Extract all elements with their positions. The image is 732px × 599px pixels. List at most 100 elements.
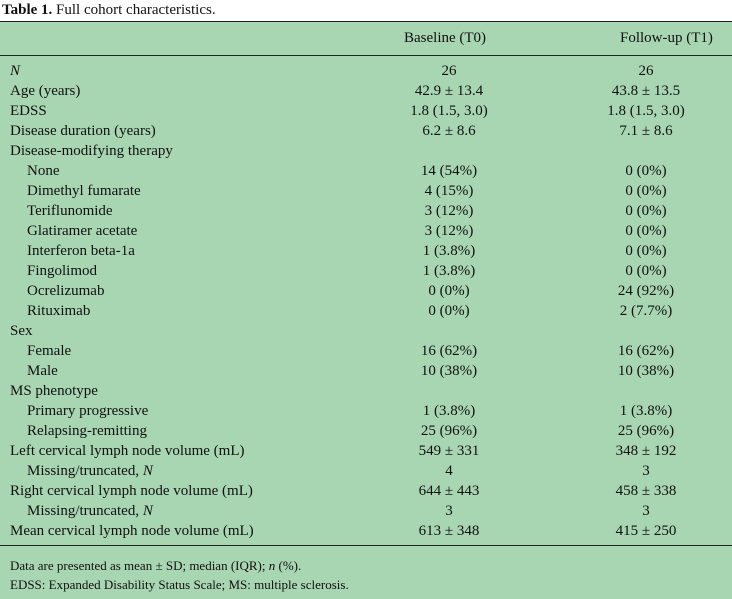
followup-value: 24 (92%) <box>617 283 675 299</box>
followup-value: 3 <box>642 463 650 479</box>
table-row: Primary progressive 1 (3.8%) 1 (3.8%) <box>0 401 732 421</box>
table-panel <box>0 21 732 599</box>
row-label: Primary progressive <box>27 403 149 419</box>
baseline-value: 42.9 ± 13.4 <box>414 83 484 99</box>
baseline-value: 1 (3.8%) <box>422 243 476 259</box>
followup-value: 0 (0%) <box>625 183 667 199</box>
row-label: Male <box>27 363 58 379</box>
row-label: Mean cervical lymph node volume (mL) <box>10 523 254 539</box>
table-row: MS phenotype <box>0 381 732 401</box>
table-row: Male 10 (38%) 10 (38%) <box>0 361 732 381</box>
row-label: Disease duration (years) <box>10 123 156 139</box>
followup-value: 25 (96%) <box>617 423 675 439</box>
row-label: Sex <box>10 323 33 339</box>
table-title: Full cohort characteristics. <box>56 2 216 18</box>
baseline-value: 3 (12%) <box>424 203 474 219</box>
row-label: MS phenotype <box>10 383 98 399</box>
table-row: Missing/truncated, N 3 3 <box>0 501 732 521</box>
table-footnotes: Data are presented as mean ± SD; median … <box>10 556 349 594</box>
footnote-summary-stats: Data are presented as mean ± SD; median … <box>10 558 302 573</box>
column-header-baseline: Baseline (T0) <box>404 30 487 46</box>
baseline-value: 4 <box>445 463 453 479</box>
table-row: N 26 26 <box>0 61 732 81</box>
row-label: Right cervical lymph node volume (mL) <box>10 483 253 499</box>
table-row: Ocrelizumab 0 (0%) 24 (92%) <box>0 281 732 301</box>
row-label: Missing/truncated, N <box>27 503 153 519</box>
row-label: Age (years) <box>10 83 81 99</box>
table-row: Interferon beta-1a 1 (3.8%) 0 (0%) <box>0 241 732 261</box>
baseline-value: 4 (15%) <box>424 183 474 199</box>
row-label: N <box>10 63 21 79</box>
table-row: Sex <box>0 321 732 341</box>
baseline-value: 613 ± 348 <box>418 523 480 539</box>
baseline-value: 16 (62%) <box>420 343 478 359</box>
followup-value: 348 ± 192 <box>615 443 677 459</box>
baseline-value: 0 (0%) <box>428 283 470 299</box>
row-label: Ocrelizumab <box>27 283 105 299</box>
followup-value: 10 (38%) <box>617 363 675 379</box>
row-label: Left cervical lymph node volume (mL) <box>10 443 245 459</box>
row-label: Female <box>27 343 72 359</box>
footnote-abbreviations: EDSS: Expanded Disability Status Scale; … <box>10 577 349 592</box>
table-row: Relapsing-remitting 25 (96%) 25 (96%) <box>0 421 732 441</box>
table-row: Mean cervical lymph node volume (mL) 613 … <box>0 521 732 541</box>
followup-value: 1.8 (1.5, 3.0) <box>607 103 685 119</box>
row-label: Fingolimod <box>27 263 98 279</box>
baseline-value: 26 <box>441 63 457 79</box>
table-row: Fingolimod 1 (3.8%) 0 (0%) <box>0 261 732 281</box>
baseline-value: 1.8 (1.5, 3.0) <box>410 103 488 119</box>
table-row: Disease-modifying therapy <box>0 141 732 161</box>
followup-value: 0 (0%) <box>625 223 667 239</box>
row-label: Teriflunomide <box>27 203 113 219</box>
followup-value: 1 (3.8%) <box>619 403 673 419</box>
table-row: Teriflunomide 3 (12%) 0 (0%) <box>0 201 732 221</box>
table-row: EDSS 1.8 (1.5, 3.0) 1.8 (1.5, 3.0) <box>0 101 732 121</box>
table-row: Rituximab 0 (0%) 2 (7.7%) <box>0 301 732 321</box>
table-row: Glatiramer acetate 3 (12%) 0 (0%) <box>0 221 732 241</box>
followup-value: 16 (62%) <box>617 343 675 359</box>
row-label: Glatiramer acetate <box>27 223 138 239</box>
row-label: Dimethyl fumarate <box>27 183 141 199</box>
baseline-value: 14 (54%) <box>420 163 478 179</box>
row-label: None <box>27 163 60 179</box>
followup-value: 7.1 ± 8.6 <box>619 123 673 139</box>
row-label: Missing/truncated, N <box>27 463 153 479</box>
top-rule <box>0 21 732 22</box>
table-row: Missing/truncated, N 4 3 <box>0 461 732 481</box>
bottom-rule <box>0 545 732 546</box>
column-header-followup: Follow-up (T1) <box>620 30 713 46</box>
table-row: Left cervical lymph node volume (mL) 549 … <box>0 441 732 461</box>
table-row: None 14 (54%) 0 (0%) <box>0 161 732 181</box>
baseline-value: 25 (96%) <box>420 423 478 439</box>
followup-value: 43.8 ± 13.5 <box>611 83 681 99</box>
followup-value: 0 (0%) <box>625 203 667 219</box>
followup-value: 0 (0%) <box>625 163 667 179</box>
baseline-value: 0 (0%) <box>428 303 470 319</box>
followup-value: 0 (0%) <box>625 263 667 279</box>
table-row: Female 16 (62%) 16 (62%) <box>0 341 732 361</box>
table-row: Dimethyl fumarate 4 (15%) 0 (0%) <box>0 181 732 201</box>
baseline-value: 6.2 ± 8.6 <box>422 123 476 139</box>
table-header-row: Baseline (T0) Follow-up (T1) <box>0 30 732 52</box>
row-label: Interferon beta-1a <box>27 243 135 259</box>
row-label: Relapsing-remitting <box>27 423 147 439</box>
table-row: Age (years) 42.9 ± 13.4 43.8 ± 13.5 <box>0 81 732 101</box>
followup-value: 3 <box>642 503 650 519</box>
table-caption: Table 1. Full cohort characteristics. <box>2 0 216 20</box>
table-body: N 26 26 Age (years) 42.9 ± 13.4 43.8 ± 13.5 ED… <box>0 61 732 541</box>
table-row: Disease duration (years) 6.2 ± 8.6 7.1 ± 8… <box>0 121 732 141</box>
row-label: Disease-modifying therapy <box>10 143 173 159</box>
baseline-value: 3 (12%) <box>424 223 474 239</box>
row-label: Rituximab <box>27 303 91 319</box>
followup-value: 26 <box>638 63 654 79</box>
row-label: EDSS <box>10 103 47 119</box>
table-row: Right cervical lymph node volume (mL) 644… <box>0 481 732 501</box>
baseline-value: 10 (38%) <box>420 363 478 379</box>
followup-value: 0 (0%) <box>625 243 667 259</box>
baseline-value: 3 <box>445 503 453 519</box>
baseline-value: 1 (3.8%) <box>422 403 476 419</box>
baseline-value: 1 (3.8%) <box>422 263 476 279</box>
followup-value: 415 ± 250 <box>615 523 677 539</box>
followup-value: 458 ± 338 <box>615 483 677 499</box>
baseline-value: 644 ± 443 <box>418 483 480 499</box>
